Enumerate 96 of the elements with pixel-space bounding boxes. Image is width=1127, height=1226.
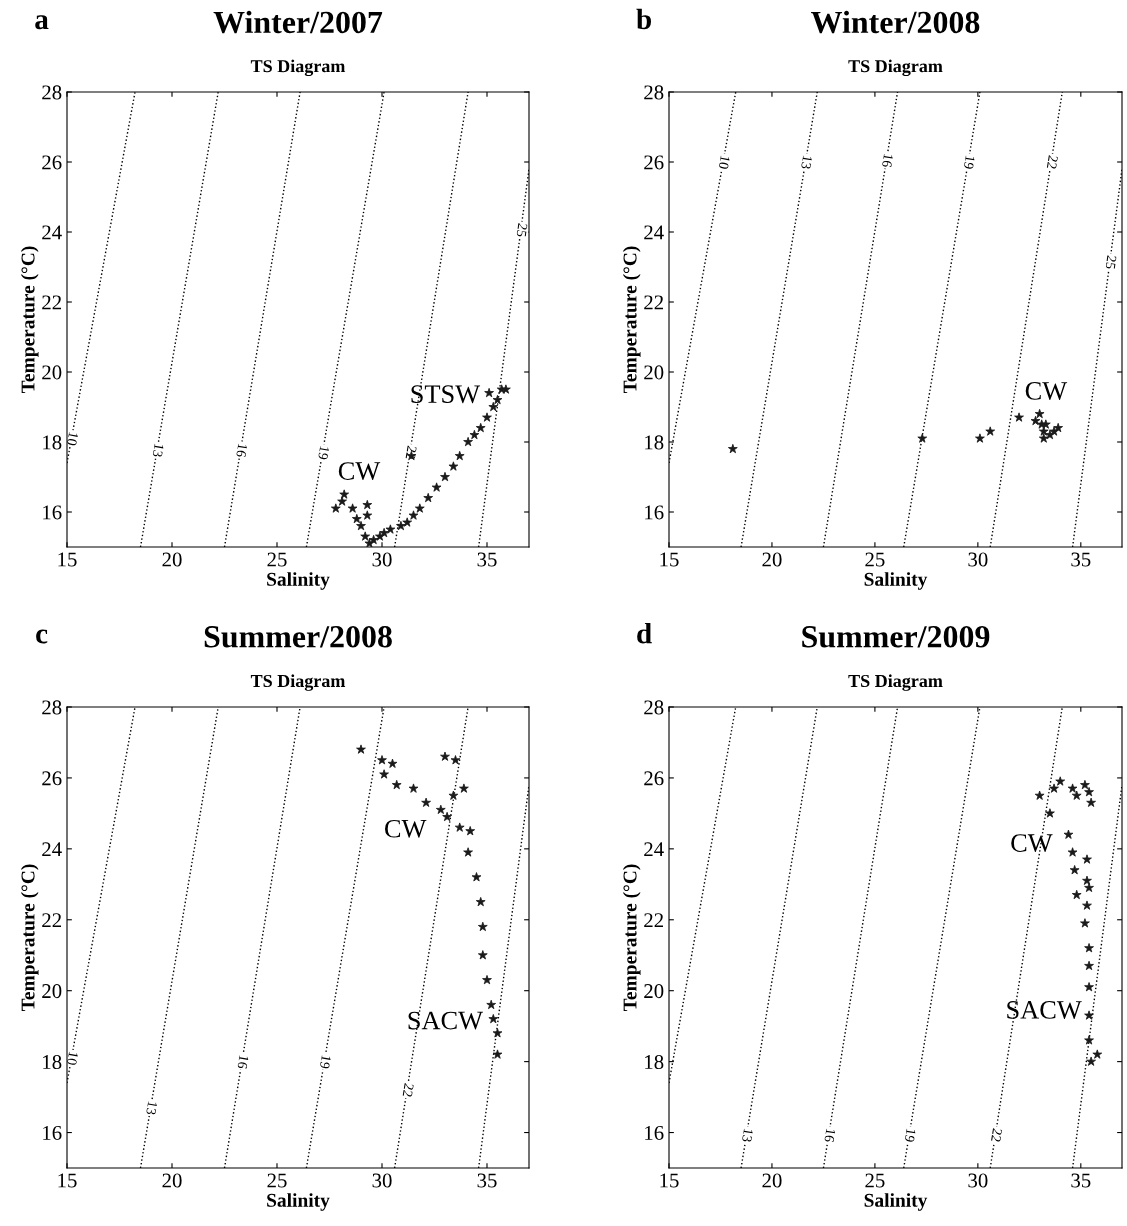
y-tick-label: 24	[644, 842, 664, 857]
x-tick-label: 20	[162, 552, 182, 567]
series-label: STSW	[411, 385, 481, 404]
y-tick-label: 20	[42, 365, 62, 380]
annotation: 13	[741, 1128, 754, 1143]
x-tick-label: 15	[660, 1173, 679, 1188]
annotation: 13	[146, 1101, 158, 1115]
y-tick-label: 28	[644, 85, 664, 100]
x-axis-title: Salinity	[267, 1193, 330, 1211]
y-tick-label: 26	[42, 771, 62, 786]
x-tick-label: 30	[372, 552, 392, 567]
x-tick-label: 15	[660, 552, 679, 567]
y-tick-label: 22	[42, 295, 61, 310]
annotation: 19	[963, 155, 975, 170]
series-label: SACW	[1007, 1001, 1082, 1019]
y-tick-label: 20	[42, 984, 62, 999]
x-tick-label: 35	[477, 552, 497, 567]
chart-title: Winter/2008	[811, 10, 980, 34]
x-tick-label: 35	[477, 1173, 497, 1188]
y-tick-label: 22	[644, 295, 663, 310]
x-tick-label: 25	[267, 552, 287, 567]
series-label: CW	[338, 462, 381, 481]
y-tick-label: 24	[644, 225, 664, 240]
annotation: 25	[516, 223, 528, 238]
y-tick-label: 28	[42, 85, 62, 100]
x-tick-label: 20	[162, 1173, 182, 1188]
x-tick-label: 25	[865, 1173, 885, 1188]
annotation: 22	[991, 1128, 1003, 1143]
annotation: 19	[319, 1055, 331, 1069]
x-tick-label: 30	[968, 1173, 988, 1188]
y-tick-label: 28	[644, 700, 664, 715]
chart-title: Winter/2007	[213, 10, 383, 34]
x-tick-label: 25	[267, 1173, 287, 1188]
y-tick-label: 24	[42, 842, 62, 857]
x-tick-label: 15	[58, 552, 77, 567]
annotation: 19	[318, 446, 330, 460]
x-tick-label: 25	[865, 552, 885, 567]
x-tick-label: 30	[968, 552, 988, 567]
x-tick-label: 20	[762, 1173, 782, 1188]
y-tick-label: 16	[43, 505, 62, 520]
x-axis-title: Salinity	[864, 572, 928, 590]
text: a	[35, 15, 49, 30]
y-tick-label: 18	[645, 435, 664, 450]
y-tick-label: 20	[644, 365, 664, 380]
y-tick-label: 22	[42, 913, 61, 927]
annotation: 16	[824, 1128, 836, 1143]
chart-title: Summer/2009	[802, 625, 990, 648]
y-tick-label: 20	[644, 984, 664, 999]
y-tick-label: 22	[644, 913, 663, 927]
y-axis-title: Temperature (°C)	[20, 246, 39, 394]
chart-title: Summer/2008	[204, 625, 392, 648]
annotation: 22	[405, 445, 417, 460]
annotation: 25	[1105, 255, 1117, 270]
x-tick-label: 20	[762, 552, 782, 567]
y-tick-label: 18	[43, 435, 62, 450]
chart-subtitle: TS Diagram	[848, 59, 943, 77]
y-axis-title: Temperature (°C)	[622, 246, 641, 394]
annotation: 22	[1046, 155, 1058, 170]
text: d	[637, 622, 652, 644]
y-tick-label: 16	[645, 505, 664, 520]
y-tick-label: 26	[644, 155, 664, 170]
series-label: CW	[385, 819, 427, 838]
text: b	[636, 8, 652, 30]
annotation: 16	[237, 1055, 249, 1070]
y-tick-label: 18	[43, 1054, 62, 1070]
annotation: 16	[236, 443, 248, 458]
x-axis-title: Salinity	[864, 1193, 928, 1211]
annotation: 19	[904, 1128, 916, 1143]
y-tick-label: 28	[42, 700, 62, 715]
x-tick-label: 30	[372, 1173, 392, 1188]
x-tick-label: 35	[1071, 1173, 1091, 1188]
text: c	[36, 629, 48, 644]
chart-subtitle: TS Diagram	[250, 674, 346, 691]
annotation: 10	[66, 432, 79, 446]
series-label: SACW	[408, 1011, 483, 1030]
y-tick-label: 18	[645, 1054, 664, 1070]
series-label: CW	[1011, 834, 1053, 853]
y-axis-title: Temperature (°C)	[622, 864, 641, 1012]
x-tick-label: 35	[1071, 552, 1091, 567]
series-label: CW	[1025, 382, 1068, 400]
y-tick-label: 16	[43, 1125, 62, 1140]
annotation: 13	[801, 155, 813, 170]
annotation: 10	[66, 1051, 79, 1066]
y-axis-title: Temperature (°C)	[20, 864, 39, 1012]
annotation: 16	[881, 154, 894, 168]
y-tick-label: 26	[42, 155, 62, 170]
annotation: 13	[152, 443, 164, 458]
annotation: 10	[718, 155, 730, 170]
y-tick-label: 16	[645, 1125, 664, 1140]
x-axis-title: Salinity	[267, 572, 330, 590]
y-tick-label: 24	[42, 225, 62, 240]
y-tick-label: 26	[644, 771, 664, 786]
annotation: 22	[402, 1083, 414, 1098]
chart-subtitle: TS Diagram	[250, 59, 346, 77]
chart-subtitle: TS Diagram	[848, 674, 943, 691]
x-tick-label: 15	[58, 1173, 77, 1188]
